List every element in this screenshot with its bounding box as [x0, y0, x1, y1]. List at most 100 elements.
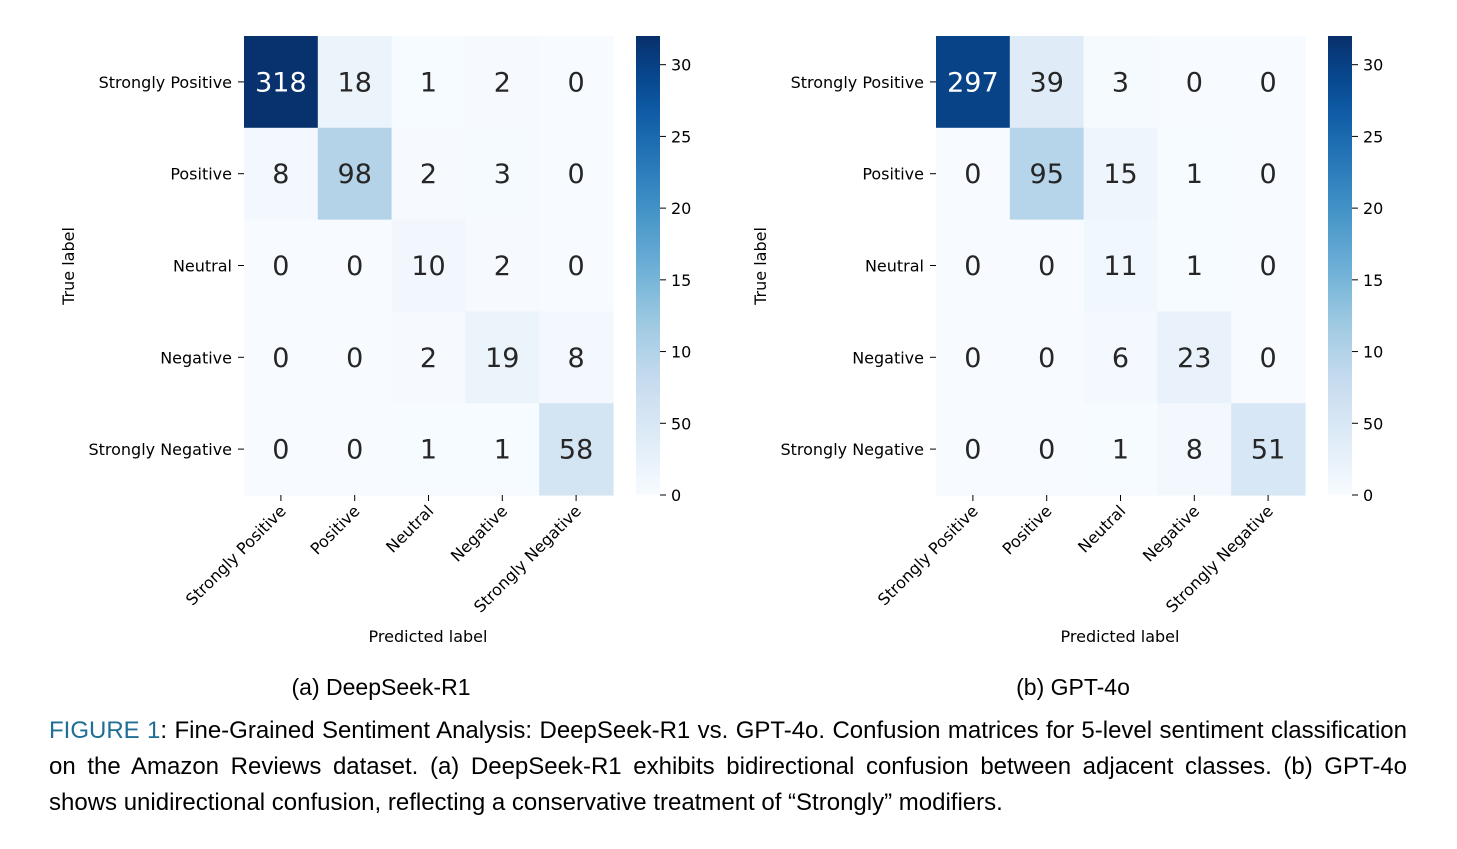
colorbar-tick-label: 150 [671, 271, 692, 290]
y-tick-label: Strongly Positive [99, 73, 232, 92]
heatmap-cell [317, 403, 393, 496]
figure-caption: FIGURE 1: Fine-Grained Sentiment Analysi… [49, 713, 1407, 821]
cell-value-label: 2 [494, 67, 511, 98]
cell-value-label: 1 [1186, 251, 1203, 282]
colorbar-tick-label: 300 [1363, 56, 1384, 75]
y-tick-label: Positive [862, 165, 924, 184]
cell-value-label: 0 [1186, 67, 1203, 98]
cell-value-label: 1 [494, 435, 511, 466]
heatmap-cell [936, 403, 1011, 496]
heatmap-cell [244, 403, 319, 496]
heatmap-cell [539, 36, 614, 129]
cell-value-label: 0 [272, 251, 289, 282]
heatmap-cell [1009, 403, 1085, 496]
heatmap-cell [465, 311, 540, 404]
cell-value-label: 0 [964, 159, 981, 190]
colorbar-tick-label: 0 [1363, 486, 1373, 505]
colorbar: 0 50 100 150 200 250 300 [1328, 36, 1384, 505]
x-tick-label: Negative [447, 501, 511, 565]
heatmap-cell [1009, 311, 1085, 404]
y-tick-label: Positive [170, 165, 232, 184]
cell-value-label: 8 [1186, 435, 1203, 466]
heatmap-cell [465, 127, 540, 221]
colorbar-tick-label: 100 [1363, 343, 1384, 362]
cell-value-label: 2 [494, 251, 511, 282]
heatmap-cell [936, 311, 1011, 404]
heatmap-cell [1157, 36, 1232, 129]
cell-value-label: 19 [485, 343, 519, 374]
cell-value-label: 0 [964, 251, 981, 282]
cell-value-label: 10 [411, 251, 445, 282]
y-axis-title: True label [751, 227, 770, 306]
heatmap-cell [1231, 311, 1306, 404]
cell-value-label: 0 [272, 435, 289, 466]
cell-value-label: 0 [346, 251, 363, 282]
cell-value-label: 58 [559, 435, 593, 466]
confusion-matrix-deepseek: 318 18 1 2 08 98 2 3 00 0 10 2 00 0 2 19 80 0 1 1 58 Strongl… [59, 36, 692, 646]
colorbar-tick-label: 50 [1363, 414, 1383, 433]
heatmap-cell [1231, 127, 1306, 221]
cell-value-label: 0 [568, 159, 585, 190]
y-axis-title: True label [59, 227, 78, 306]
cell-value-label: 0 [1260, 67, 1277, 98]
cell-value-label: 0 [568, 67, 585, 98]
y-tick-label: Neutral [173, 257, 232, 276]
cell-value-label: 8 [272, 159, 289, 190]
heatmap-cell [1231, 219, 1306, 312]
heatmap-cell [936, 36, 1011, 129]
y-tick-label: Neutral [865, 257, 924, 276]
heatmap-cell [1083, 311, 1158, 404]
heatmap-cell [1157, 219, 1232, 312]
heatmap-cell [539, 127, 614, 221]
heatmap-cell [317, 311, 393, 404]
heatmap-cell [936, 219, 1011, 312]
cell-value-label: 51 [1251, 435, 1285, 466]
heatmap-cell [1231, 36, 1306, 129]
cell-value-label: 0 [1260, 159, 1277, 190]
cell-value-label: 6 [1112, 343, 1129, 374]
heatmap-cell [1083, 219, 1158, 312]
cell-value-label: 3 [494, 159, 511, 190]
colorbar-tick-label: 300 [671, 56, 692, 75]
cell-value-label: 18 [338, 67, 372, 98]
cell-value-label: 15 [1103, 159, 1137, 190]
heatmap-cell [391, 311, 466, 404]
heatmap-cell [391, 36, 466, 129]
colorbar-gradient [1328, 36, 1352, 495]
cell-value-label: 0 [1260, 343, 1277, 374]
cell-value-label: 11 [1103, 251, 1137, 282]
x-tick-label: Positive [306, 501, 363, 558]
heatmap-cell [1157, 311, 1232, 404]
heatmap-cell [539, 403, 614, 496]
colorbar-tick-label: 250 [671, 127, 692, 146]
subcaption-gpt4o: (b) GPT-4o [1016, 674, 1130, 700]
x-tick-label: Negative [1139, 501, 1203, 565]
cell-value-label: 0 [1260, 251, 1277, 282]
cell-value-label: 1 [1112, 435, 1129, 466]
y-tick-label: Strongly Positive [791, 73, 924, 92]
cell-value-label: 2 [420, 343, 437, 374]
heatmap-cell [465, 219, 540, 312]
heatmap-cell [1083, 403, 1158, 496]
cell-value-label: 95 [1030, 159, 1064, 190]
heatmap-cell [1157, 403, 1232, 496]
heatmap-cell [317, 127, 393, 221]
y-tick-label: Negative [852, 348, 924, 367]
figure-caption-text: : Fine-Grained Sentiment Analysis: DeepS… [49, 717, 1407, 816]
heatmap-cell [1009, 219, 1085, 312]
cell-value-label: 0 [346, 343, 363, 374]
heatmap-cell [244, 311, 319, 404]
heatmap-cell [1009, 127, 1085, 221]
cell-value-label: 39 [1030, 67, 1064, 98]
cell-value-label: 0 [346, 435, 363, 466]
heatmap-cell [391, 219, 466, 312]
cell-value-label: 1 [420, 67, 437, 98]
cell-value-label: 297 [947, 67, 999, 98]
heatmap-cell [317, 36, 393, 129]
heatmap-cell [244, 219, 319, 312]
cell-value-label: 0 [272, 343, 289, 374]
cell-value-label: 8 [568, 343, 585, 374]
heatmap-cell [391, 403, 466, 496]
y-tick-label: Strongly Negative [780, 440, 924, 459]
y-tick-label: Strongly Negative [88, 440, 232, 459]
